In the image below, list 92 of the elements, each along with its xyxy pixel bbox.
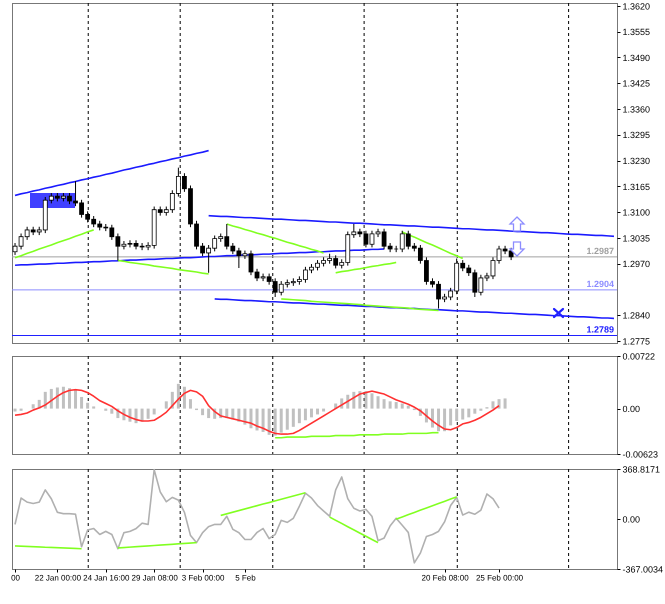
- x-tick-label: 3 Feb 00:00: [182, 574, 225, 582]
- bar: [370, 393, 374, 409]
- line-series: [395, 496, 458, 520]
- y-tick-label: 368.8171: [622, 464, 660, 474]
- line-series: [14, 150, 210, 196]
- y-tick-label: 1.3295: [622, 130, 650, 140]
- y-tick-label: 1.3555: [622, 27, 650, 38]
- line-series: [14, 388, 500, 435]
- bar: [376, 396, 380, 409]
- y-tick-label: 0.00: [622, 404, 640, 414]
- line-series: [214, 298, 615, 320]
- y-tick-label: 1.3490: [622, 52, 650, 63]
- bar: [310, 408, 313, 418]
- bar: [207, 408, 210, 418]
- bar: [292, 408, 295, 427]
- bar: [274, 408, 277, 436]
- bar: [437, 408, 440, 432]
- bar: [304, 408, 307, 420]
- y-tick-label: -0.00623: [622, 450, 658, 460]
- bar: [110, 408, 114, 414]
- x-tick-label: 20 Feb 08:00: [421, 574, 470, 582]
- y-tick-label: 1.3165: [622, 182, 650, 192]
- line-series: [401, 231, 464, 260]
- bar: [164, 401, 168, 409]
- bar: [382, 399, 386, 409]
- bar: [394, 402, 398, 409]
- line-series: [208, 214, 615, 238]
- y-tick-label: 1.3425: [622, 78, 650, 89]
- y-tick-label: 1.2775: [622, 336, 650, 347]
- bar: [86, 402, 90, 409]
- ref-line-label: 1.2904: [586, 278, 614, 289]
- bar: [316, 408, 320, 414]
- bar: [256, 408, 259, 430]
- y-tick-label: 0.00: [622, 514, 640, 525]
- bar: [388, 401, 392, 409]
- bar: [467, 408, 470, 418]
- bar: [92, 406, 96, 409]
- bar: [188, 399, 192, 409]
- line-series: [226, 223, 324, 254]
- bar: [68, 388, 71, 409]
- line-series: [14, 229, 94, 258]
- y-tick-label: -367.0034: [622, 564, 664, 574]
- line-series: [328, 516, 379, 544]
- ref-line-label: 1.2789: [586, 324, 614, 334]
- x-tick-label: 22 Jan 00:00: [34, 574, 82, 582]
- line-series: [280, 298, 440, 312]
- y-tick-label: 1.2840: [622, 310, 650, 321]
- x-tick-label: 5 Feb: [235, 574, 256, 582]
- bar: [268, 408, 271, 435]
- bar: [74, 390, 78, 409]
- bar: [298, 408, 301, 424]
- bar: [280, 408, 283, 433]
- bar: [322, 408, 326, 412]
- x-tick-label: 00: [11, 574, 21, 582]
- bar: [364, 391, 368, 409]
- bar: [14, 408, 17, 412]
- bar: [249, 408, 252, 428]
- line-series: [334, 262, 397, 274]
- x-tick-label: 29 Jan 08:00: [132, 574, 178, 582]
- bar: [443, 408, 446, 432]
- ref-line-label: 1.2987: [586, 246, 614, 256]
- y-tick-label: 1.3100: [622, 208, 650, 218]
- line-series: [220, 492, 306, 516]
- bar: [504, 398, 507, 409]
- y-tick-label: 0.00722: [622, 352, 656, 362]
- bar: [400, 404, 404, 409]
- bar: [449, 408, 452, 426]
- bar: [152, 408, 156, 414]
- bar: [146, 408, 150, 419]
- x-tick-label: 24 Jan 16:00: [83, 574, 130, 582]
- bar: [262, 408, 265, 432]
- bar: [32, 404, 35, 409]
- bar: [286, 408, 289, 430]
- bar: [80, 396, 84, 409]
- y-tick-label: 1.3360: [622, 104, 650, 114]
- bar: [62, 386, 65, 409]
- x-tick-label: 25 Feb 00:00: [476, 574, 524, 582]
- y-tick-label: 1.3230: [622, 156, 650, 166]
- bar: [182, 386, 186, 409]
- bar: [201, 408, 204, 416]
- y-tick-label: 1.3035: [622, 233, 650, 244]
- bar: [473, 408, 476, 414]
- bar: [491, 401, 494, 409]
- bar: [455, 408, 458, 421]
- bar: [56, 387, 59, 409]
- bar: [498, 399, 501, 409]
- line-series: [117, 260, 210, 275]
- line-series: [14, 468, 500, 564]
- bar: [461, 408, 464, 420]
- bar: [406, 406, 410, 409]
- y-tick-label: 1.2970: [622, 259, 650, 270]
- y-tick-label: 1.3620: [622, 1, 650, 12]
